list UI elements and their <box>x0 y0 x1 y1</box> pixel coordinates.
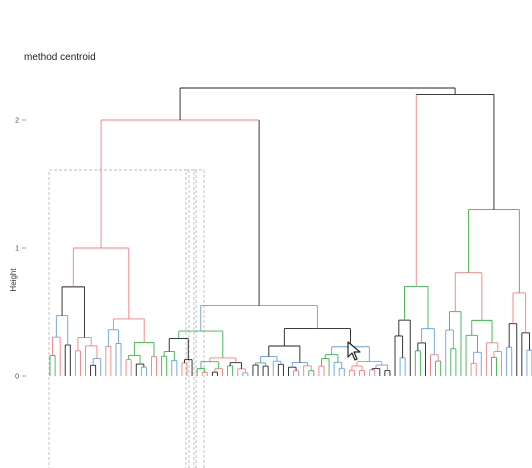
highlight-box-1 <box>48 169 190 468</box>
chart-title: method centroid <box>24 52 96 63</box>
y-axis-label: Height <box>9 268 18 292</box>
highlight-box-2 <box>185 169 197 468</box>
highlight-box-3 <box>193 169 205 468</box>
mouse-pointer-icon <box>347 341 361 361</box>
highlight-boxes <box>48 169 205 468</box>
y-axis: 0 1 2 <box>15 118 26 381</box>
y-tick-label-0: 0 <box>15 374 19 381</box>
y-tick-label-1: 1 <box>15 246 19 253</box>
y-tick-label-2: 2 <box>15 118 19 125</box>
dendrogram-tree <box>49 87 532 376</box>
